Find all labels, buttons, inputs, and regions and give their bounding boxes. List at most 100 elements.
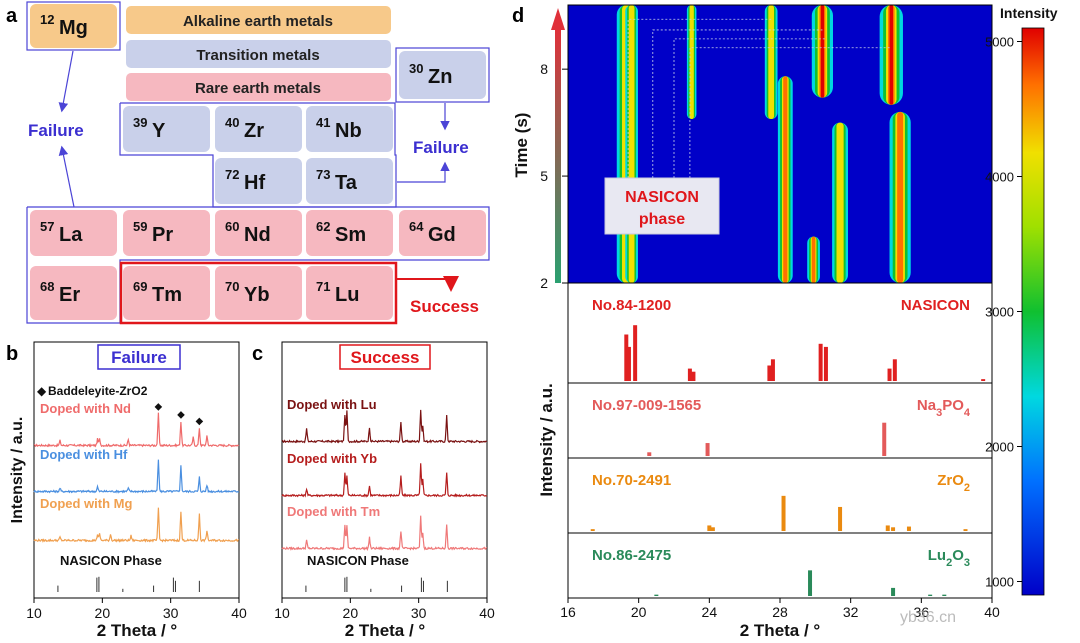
- element-tile-nd-bg: [215, 210, 302, 256]
- ref-2-bar-4: [838, 506, 843, 531]
- watermark: yb36.cn: [900, 609, 956, 626]
- ref-0-bar-6: [770, 359, 775, 381]
- nasicon-phase-annotation-line1: NASICON: [625, 189, 699, 206]
- panel-letter-c: c: [252, 343, 263, 365]
- ref-code-1: No.97-009-1565: [592, 397, 701, 414]
- ref-1-bar-1: [705, 443, 710, 456]
- element-yb-symbol: Yb: [244, 284, 270, 306]
- chart-c-reference-label: NASICON Phase: [307, 553, 409, 568]
- heatmap-ylabel: Time (s): [512, 113, 531, 178]
- ref-3-bar-3: [928, 594, 933, 596]
- ref-0-bar-11: [981, 379, 986, 381]
- panel-d-xtick-2: 24: [702, 604, 718, 620]
- element-tile-er-bg: [30, 266, 117, 320]
- element-mg-symbol: Mg: [59, 17, 88, 39]
- element-tile-sm-bg: [306, 210, 393, 256]
- chart-b-series-label-0: Doped with Nd: [40, 401, 131, 416]
- ref-3-bar-1: [808, 570, 813, 596]
- element-er-symbol: Er: [59, 284, 80, 306]
- chart-b-xtick-3: 40: [231, 605, 247, 621]
- ref-name-0: NASICON: [901, 297, 970, 314]
- element-tile-mg-bg: [30, 4, 117, 48]
- element-lu-number: 71: [316, 279, 330, 294]
- chart-b-marker-legend: Baddeleyite-ZrO2: [48, 384, 148, 398]
- ref-0-bar-5: [767, 365, 772, 381]
- element-tile-pr: 59 Pr: [123, 210, 210, 256]
- ref-2-bar-5: [885, 525, 890, 531]
- ref-2-bar-2: [710, 527, 715, 531]
- element-tile-zr: 40 Zr: [215, 106, 302, 152]
- element-sm-symbol: Sm: [335, 224, 366, 246]
- heatmap-streak-4: [777, 76, 793, 284]
- element-hf-symbol: Hf: [244, 172, 265, 194]
- colorbar: [1021, 27, 1045, 596]
- chart-b-marker-2: ◆: [196, 416, 204, 427]
- ref-code-3: No.86-2475: [592, 547, 671, 564]
- chart-c-series-2: [281, 515, 487, 552]
- heatmap-streak-7: [832, 122, 849, 283]
- time-arrow-head: [551, 8, 565, 30]
- chart-c-series-1: [281, 463, 488, 498]
- chart-b-marker-0: ◆: [155, 401, 163, 412]
- chart-b-series-label-2: Doped with Mg: [40, 496, 132, 511]
- heatmap-ytick-0: 2: [540, 275, 548, 291]
- ref-name-3: Lu2O3: [928, 547, 970, 569]
- annotation-guide-1: [652, 29, 823, 178]
- panel-letter-d: d: [512, 5, 524, 27]
- success-box: [119, 261, 398, 325]
- ref-2-bar-8: [963, 529, 968, 531]
- element-y-symbol: Y: [152, 120, 166, 142]
- colorbar-tick-2: 3000: [985, 305, 1014, 320]
- ref-0-bar-8: [823, 346, 828, 381]
- element-tile-y: 39 Y: [123, 106, 210, 152]
- ref-0-bar-0: [624, 334, 629, 381]
- element-zr-symbol: Zr: [244, 120, 264, 142]
- element-tile-y-bg: [123, 106, 210, 152]
- chart-b-reference-label: NASICON Phase: [60, 553, 162, 568]
- heatmap-streak-8: [879, 5, 903, 105]
- ref-0-bar-9: [887, 368, 892, 381]
- element-tile-gd: 64 Gd: [399, 210, 486, 256]
- element-tile-zr-bg: [215, 106, 302, 152]
- time-arrow: [555, 28, 561, 283]
- panel-d-xtick-6: 40: [984, 604, 1000, 620]
- ref-2-bar-3: [781, 495, 786, 531]
- colorbar-tick-1: 2000: [985, 440, 1014, 455]
- ref-code-2: No.70-2491: [592, 472, 671, 489]
- chart-b-xlabel: 2 Theta / °: [97, 621, 178, 640]
- chart-b-series-1: [33, 459, 240, 494]
- element-tile-lu: 71 Lu: [306, 266, 393, 320]
- element-y-number: 39: [133, 115, 147, 130]
- element-tile-nd: 60 Nd: [215, 210, 302, 256]
- nasicon-phase-annotation-line2: phase: [639, 211, 685, 228]
- legend-alkaline-box: [126, 6, 391, 34]
- ref-name-1: Na3PO4: [917, 397, 971, 419]
- annotation-guide-3: [689, 47, 892, 178]
- chart-b-series-2: [33, 507, 239, 543]
- element-tile-hf: 72 Hf: [215, 158, 302, 204]
- ref-3-bar-0: [654, 594, 659, 596]
- element-nb-number: 41: [316, 115, 330, 130]
- ref-name-2: ZrO2: [937, 472, 970, 494]
- element-gd-number: 64: [409, 219, 424, 234]
- colorbar-tick-4: 5000: [985, 35, 1014, 50]
- element-er-number: 68: [40, 279, 54, 294]
- chart-b-marker-legend-icon: ◆: [37, 384, 47, 398]
- chart-b-xtick-0: 10: [26, 605, 42, 621]
- element-nd-number: 60: [225, 219, 239, 234]
- panel-b-chart: Failure ◆ Baddeleyite-ZrO2 10 20 30 40 Doped…: [9, 341, 247, 640]
- panel-d-xtick-5: 36: [914, 604, 930, 620]
- element-tile-la-bg: [30, 210, 117, 256]
- panel-letter-a: a: [6, 5, 18, 27]
- heatmap-ytick-1: 5: [540, 168, 548, 184]
- chart-b-ylabel: Intensity / a.u.: [9, 417, 26, 524]
- ref-2-bar-6: [891, 527, 896, 531]
- failure-label-left: Failure: [28, 121, 84, 140]
- chart-c-series-label-2: Doped with Tm: [287, 504, 380, 519]
- heatmap-streak-6: [811, 5, 833, 98]
- chart-c-series-0: [281, 409, 488, 444]
- chart-b-series-0: [33, 412, 240, 448]
- chart-c-xtick-1: 20: [343, 605, 359, 621]
- ref-1-bar-2: [882, 422, 887, 456]
- element-mg-number: 12: [40, 12, 54, 27]
